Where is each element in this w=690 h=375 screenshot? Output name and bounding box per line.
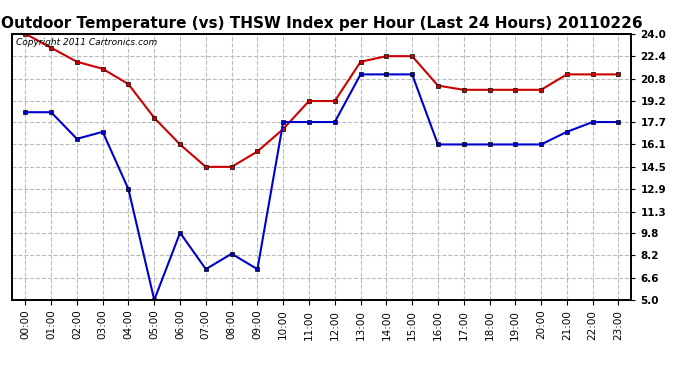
Text: Copyright 2011 Cartronics.com: Copyright 2011 Cartronics.com [15,38,157,47]
Title: Outdoor Temperature (vs) THSW Index per Hour (Last 24 Hours) 20110226: Outdoor Temperature (vs) THSW Index per … [1,16,642,31]
